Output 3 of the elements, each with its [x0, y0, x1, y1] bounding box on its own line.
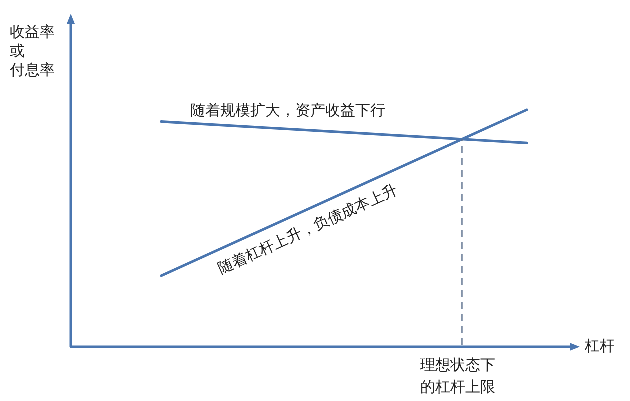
annotation: 理想状态下的杠杆上限 — [420, 356, 496, 396]
y-axis-title: 收益率或付息率 — [10, 23, 55, 79]
x-axis-title: 杠杆 — [585, 337, 615, 355]
